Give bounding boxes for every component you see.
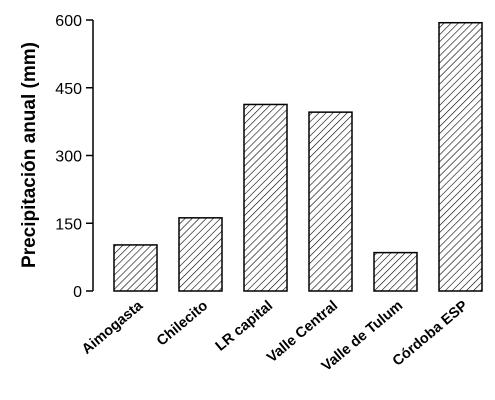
bars (113, 21, 483, 292)
bar-córdoba-esp (438, 21, 483, 292)
y-tick-label: 300 (55, 149, 82, 166)
y-tick-label: 600 (55, 13, 82, 30)
bar-valle-de-tulum (373, 251, 418, 292)
y-axis-label: Precipitación anual (mm) (19, 42, 40, 268)
x-tick-label: Aimogasta (79, 297, 147, 358)
y-tick-label: 0 (73, 284, 82, 301)
y-tick-label: 450 (55, 81, 82, 98)
x-tick-label: LR capital (213, 298, 276, 355)
bar-aimogasta (113, 244, 158, 292)
y-axis: 0 150 300 450 600 (55, 13, 94, 301)
y-tick-label: 150 (55, 216, 82, 233)
x-tick-label: Chilecito (154, 298, 211, 350)
bar-lr-capital (243, 103, 288, 292)
bar-valle-central (308, 111, 353, 292)
bar-chilecito (178, 217, 223, 292)
